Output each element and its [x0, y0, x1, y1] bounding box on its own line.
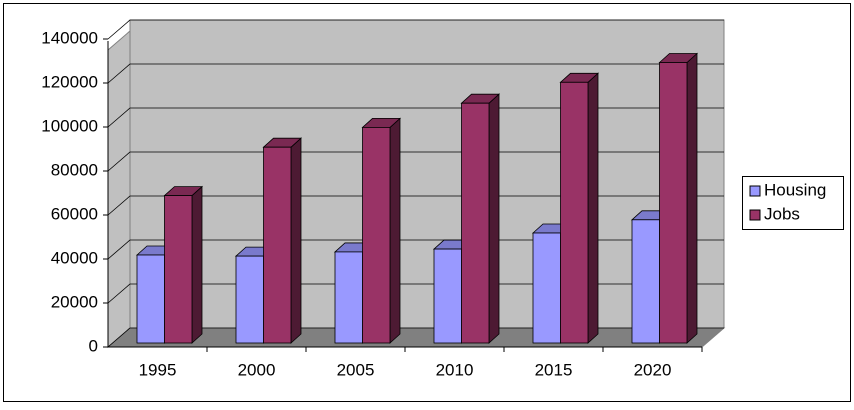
- grid-line: [107, 195, 724, 216]
- bar-front: [164, 195, 193, 344]
- bar-front: [631, 219, 660, 344]
- bar: [658, 52, 699, 344]
- grid-line: [107, 63, 724, 84]
- x-tick-label: 1995: [139, 360, 177, 379]
- x-tick-label: 2000: [238, 360, 276, 379]
- grid-line: [107, 283, 724, 304]
- grid-line: [107, 239, 724, 260]
- y-tick-label: 0: [89, 336, 98, 355]
- legend: [742, 176, 844, 230]
- bar-front: [433, 248, 462, 344]
- grid-line: [107, 19, 724, 40]
- bar-front: [334, 251, 363, 344]
- grid-line: [107, 327, 724, 348]
- legend-label: Jobs: [764, 204, 800, 223]
- bar: [460, 93, 501, 344]
- y-tick-label: 60000: [51, 204, 98, 223]
- bar: [559, 72, 600, 344]
- grid: [107, 19, 724, 348]
- bar-side: [587, 72, 599, 344]
- bar-front: [659, 62, 688, 344]
- x-tick-label: 2015: [535, 360, 573, 379]
- bar: [163, 185, 204, 344]
- bar-front: [532, 232, 561, 344]
- y-tick-label: 40000: [51, 248, 98, 267]
- bar: [262, 137, 303, 344]
- bar-side: [488, 93, 500, 344]
- x-tick-label: 2005: [337, 360, 375, 379]
- side-wall: [107, 29, 131, 349]
- x-tick-label: 2010: [436, 360, 474, 379]
- bar-side: [191, 185, 203, 344]
- legend-swatch: [749, 209, 761, 221]
- bar-side: [686, 52, 698, 344]
- y-tick-label: 80000: [51, 160, 98, 179]
- bar-front: [136, 254, 165, 344]
- bar-front: [235, 255, 264, 344]
- y-tick-label: 120000: [41, 72, 98, 91]
- grid-line: [107, 107, 724, 128]
- legend-label: Housing: [764, 180, 826, 199]
- bar-front: [263, 146, 292, 344]
- y-tick-label: 100000: [41, 116, 98, 135]
- bars: [135, 52, 699, 344]
- y-tick-label: 20000: [51, 292, 98, 311]
- bar-side: [290, 137, 302, 344]
- bar-side: [389, 117, 401, 344]
- bar-front: [560, 81, 589, 344]
- y-tick-label: 140000: [41, 28, 98, 47]
- bar: [361, 117, 402, 344]
- legend-swatch: [749, 185, 761, 197]
- bar-front: [362, 127, 391, 344]
- grid-line: [107, 151, 724, 172]
- bar-front: [461, 102, 490, 344]
- x-tick-label: 2020: [634, 360, 672, 379]
- labels: 0 20000 40000 60000 80000 100000 120000 140000 1…: [41, 28, 703, 379]
